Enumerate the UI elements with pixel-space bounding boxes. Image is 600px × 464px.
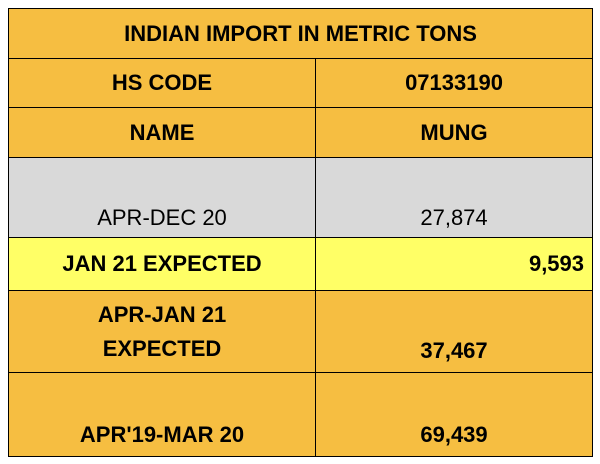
- cell: APR-DEC 20: [8, 157, 316, 238]
- cell: 37,467: [314, 290, 594, 373]
- cell: HS CODE: [8, 58, 316, 108]
- cell: JAN 21 EXPECTED: [8, 237, 316, 291]
- cell: NAME: [8, 107, 316, 158]
- title-row: INDIAN IMPORT IN METRIC TONS: [7, 8, 594, 59]
- cell: 27,874: [314, 157, 594, 238]
- cell: APR-JAN 21 EXPECTED: [8, 290, 316, 373]
- cell: 9,593: [314, 237, 594, 291]
- import-table: INDIAN IMPORT IN METRIC TONS HS CODE 071…: [7, 8, 594, 457]
- cell: 07133190: [314, 58, 594, 108]
- cell: MUNG: [314, 107, 594, 158]
- data-row: APR-DEC 20 27,874: [8, 157, 594, 238]
- header-row: HS CODE 07133190: [8, 58, 594, 108]
- data-row: APR'19-MAR 20 69,439: [8, 372, 594, 457]
- cell: APR'19-MAR 20: [8, 372, 316, 457]
- header-row: NAME MUNG: [8, 107, 594, 158]
- table-title: INDIAN IMPORT IN METRIC TONS: [7, 8, 594, 59]
- data-row: APR-JAN 21 EXPECTED 37,467: [8, 290, 594, 373]
- data-row: JAN 21 EXPECTED 9,593: [8, 237, 594, 291]
- cell: 69,439: [314, 372, 594, 457]
- cell-text: APR-JAN 21 EXPECTED: [97, 301, 227, 361]
